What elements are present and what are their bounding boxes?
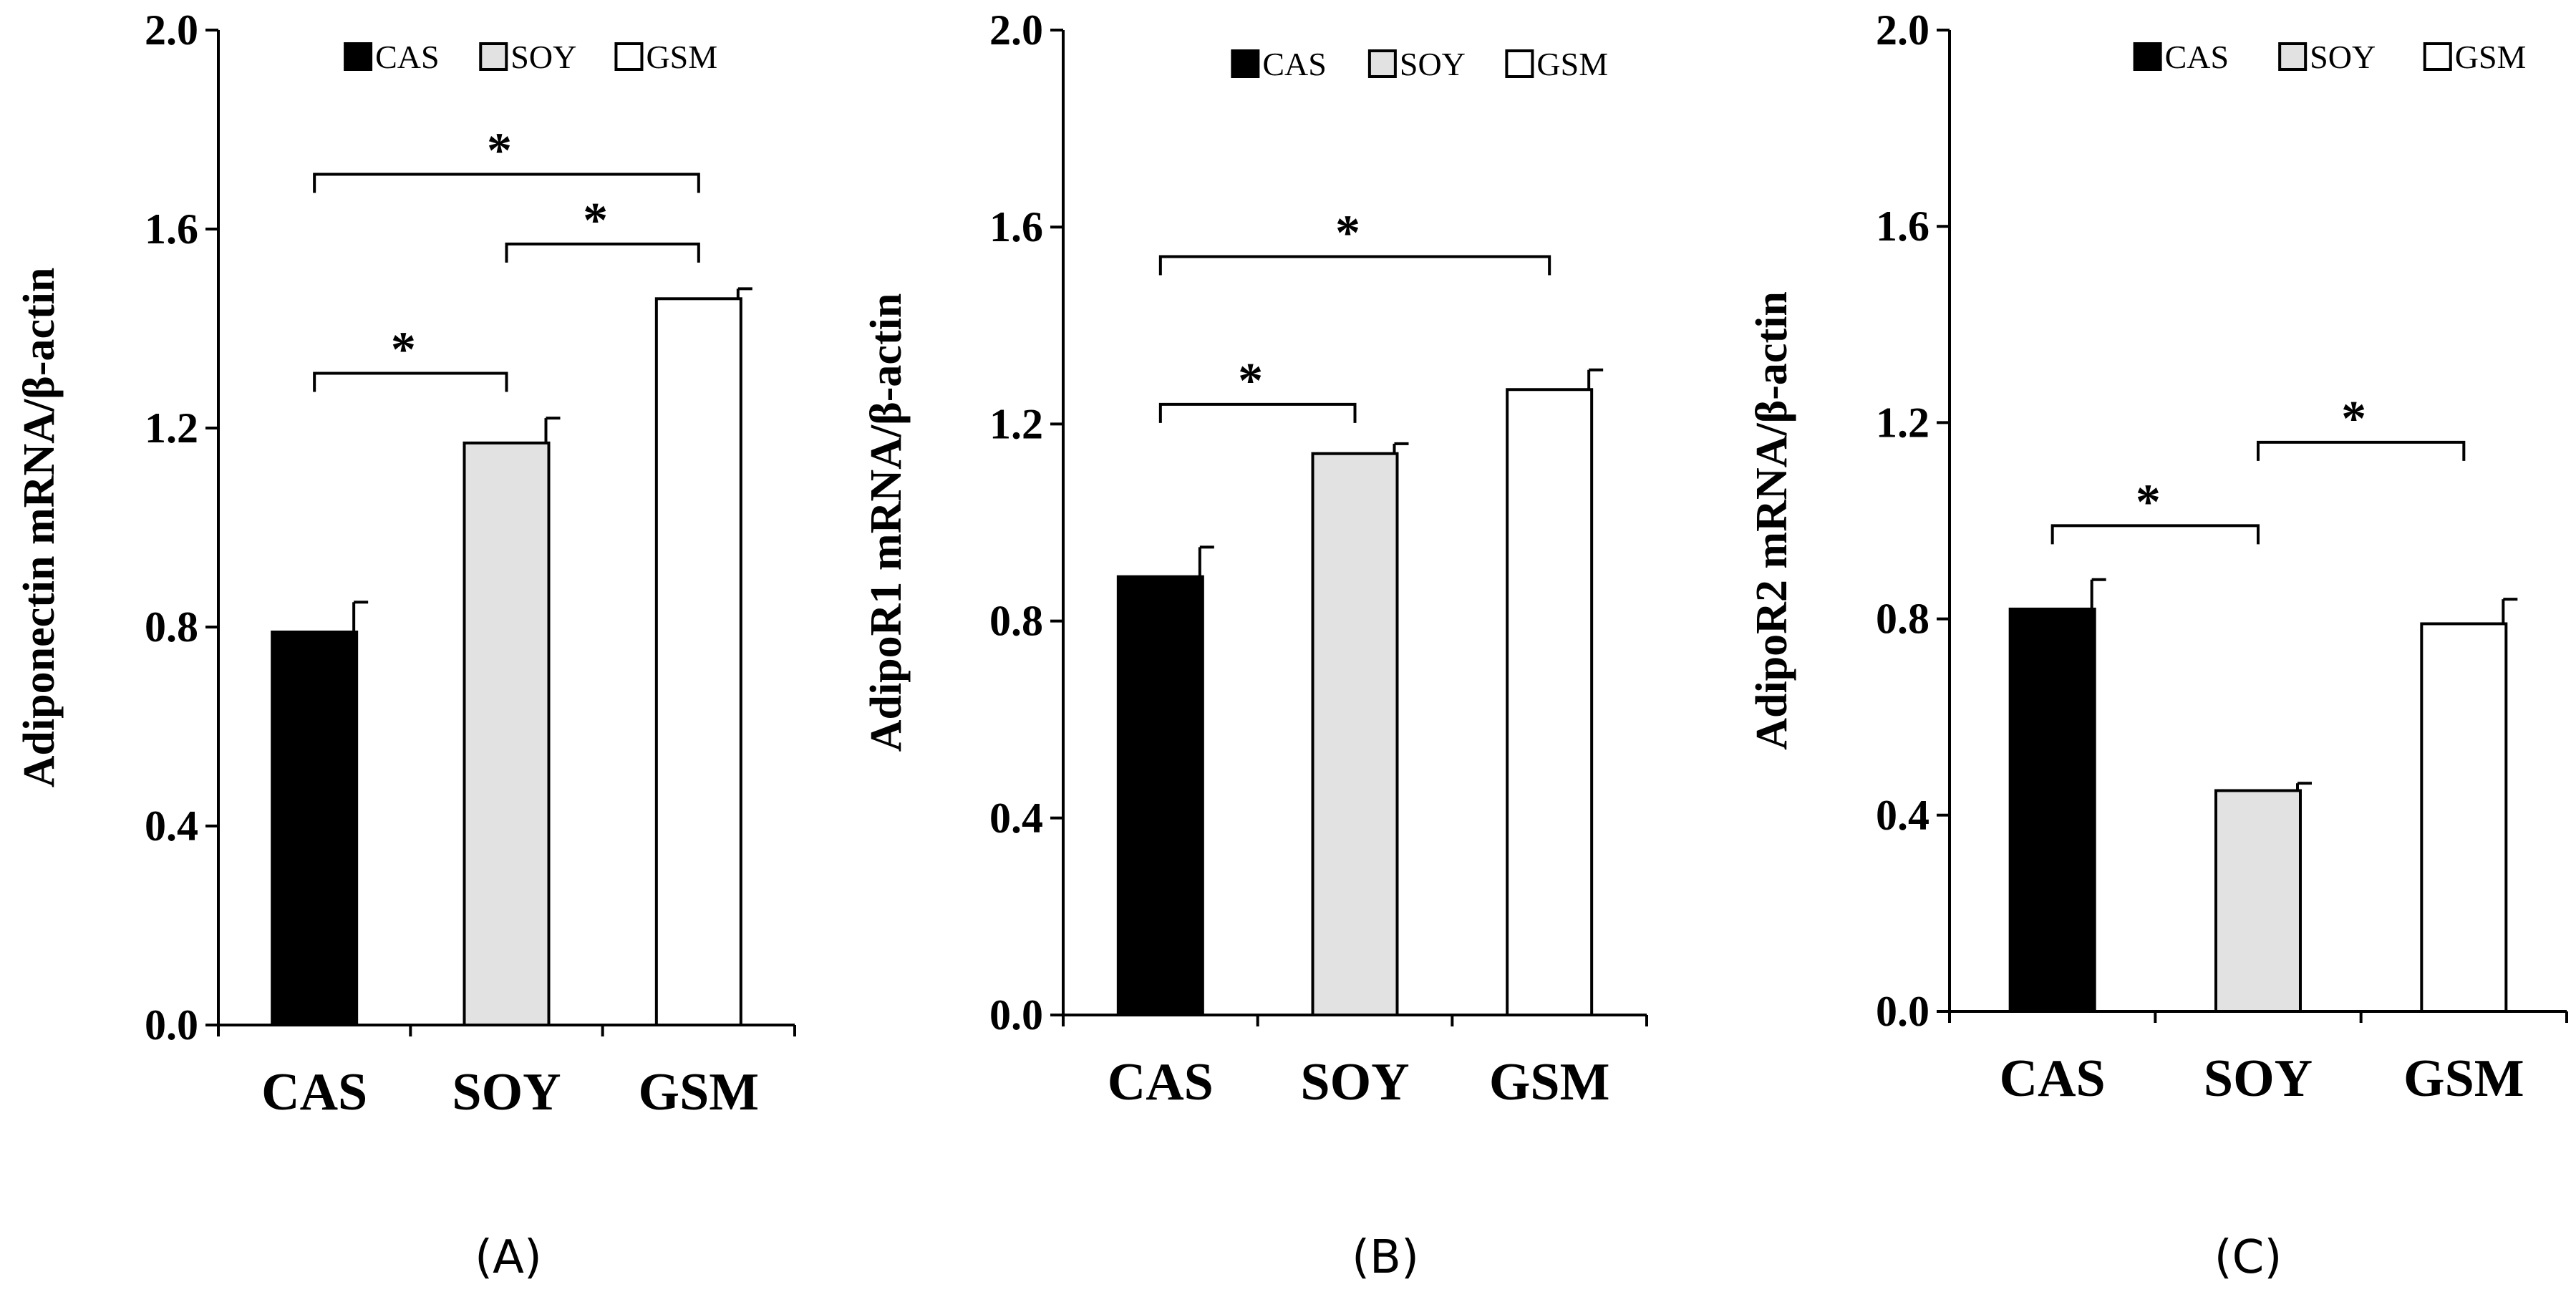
legend-swatch-soy [479,42,508,71]
y-tick-label: 1.2 [1876,399,1929,446]
legend-label-gsm: GSM [2455,39,2527,75]
y-tick-label: 1.6 [989,203,1043,251]
significance-star: * [1335,205,1360,261]
y-tick-label: 1.6 [145,205,198,253]
panel-label: (B) [1352,1231,1419,1284]
y-tick-label: 1.2 [145,404,198,452]
bar-cas [1116,575,1204,1016]
category-label-cas: CAS [1108,1053,1214,1112]
legend-swatch-cas [344,42,373,71]
bar-soy [1311,452,1399,1016]
category-label-cas: CAS [2000,1049,2106,1108]
y-tick-label: 0.8 [145,603,198,651]
y-tick-label: 0.4 [1876,792,1929,839]
legend-label-soy: SOY [2310,39,2376,75]
category-label-soy: SOY [452,1063,561,1122]
y-tick-label: 0.0 [989,991,1043,1039]
significance-bracket [313,371,508,392]
legend-swatch-gsm [614,42,644,71]
significance-star: * [1238,354,1263,409]
legend-swatch-soy [1367,49,1397,78]
legend-swatch-cas [2133,42,2162,71]
category-label-soy: SOY [2204,1049,2313,1108]
category-label-gsm: GSM [639,1063,760,1122]
chart-panel-1: 0.0 0.4 0.8 1.2 1.6 2.0 CAS SOY GSM * * * CAS SOY GSM A… [15,6,796,1284]
significance-bracket [2257,440,2466,461]
category-label-gsm: GSM [1489,1053,1610,1112]
legend-label-soy: SOY [510,39,576,75]
significance-bracket [2050,524,2260,545]
y-tick-label: 0.0 [1876,988,1929,1035]
bar-gsm [654,297,742,1026]
category-label-soy: SOY [1300,1053,1409,1112]
y-axis-title: Adiponectin mRNA/β-actin [15,268,64,788]
category-label-cas: CAS [261,1063,367,1122]
chart-panel-2: 0.0 0.4 0.8 1.2 1.6 2.0 CAS SOY GSM * * CAS SOY GSM Ad… [862,6,1648,1284]
bar-soy [463,441,551,1026]
y-tick-label: 1.2 [989,400,1043,447]
bar-soy [2214,789,2302,1014]
y-tick-label: 0.4 [989,795,1043,842]
significance-bracket [1158,255,1551,276]
panel-label: (A) [475,1231,542,1284]
legend-label-soy: SOY [1400,46,1466,82]
significance-bracket [505,242,700,263]
bar-cas [271,630,359,1026]
significance-star: * [487,124,512,179]
y-tick-label: 2.0 [989,6,1043,54]
y-tick-label: 0.0 [145,1001,198,1049]
legend-label-cas: CAS [1262,46,1326,82]
significance-star: * [2136,475,2161,530]
legend-swatch-soy [2278,42,2308,71]
significance-star: * [391,323,416,378]
legend-swatch-cas [1231,49,1260,78]
y-axis-title: AdipoR1 mRNA/β-actin [862,293,911,752]
significance-bracket [313,173,700,193]
y-tick-label: 2.0 [1876,6,1929,54]
panel-label: (C) [2214,1231,2282,1284]
legend-swatch-gsm [1505,49,1534,78]
chart-panel-3: 0.0 0.4 0.8 1.2 1.6 2.0 CAS SOY GSM * * CAS SOY GSM Ad… [1748,6,2568,1284]
y-tick-label: 0.8 [989,598,1043,645]
significance-bracket [1158,402,1357,423]
legend-label-gsm: GSM [646,39,717,75]
significance-star: * [583,193,608,248]
y-axis-title: AdipoR2 mRNA/β-actin [1748,291,1796,750]
y-tick-label: 0.8 [1876,596,1929,643]
category-label-gsm: GSM [2403,1049,2524,1108]
significance-star: * [2341,392,2366,447]
legend-swatch-gsm [2423,42,2452,71]
bar-cas [2008,607,2096,1013]
legend-label-cas: CAS [375,39,439,75]
bar-gsm [2420,622,2508,1013]
legend-label-cas: CAS [2165,39,2229,75]
bar-gsm [1506,388,1594,1016]
y-tick-label: 2.0 [145,6,198,54]
y-tick-label: 1.6 [1876,203,1929,250]
legend-label-gsm: GSM [1536,46,1608,82]
y-tick-label: 0.4 [145,802,198,850]
